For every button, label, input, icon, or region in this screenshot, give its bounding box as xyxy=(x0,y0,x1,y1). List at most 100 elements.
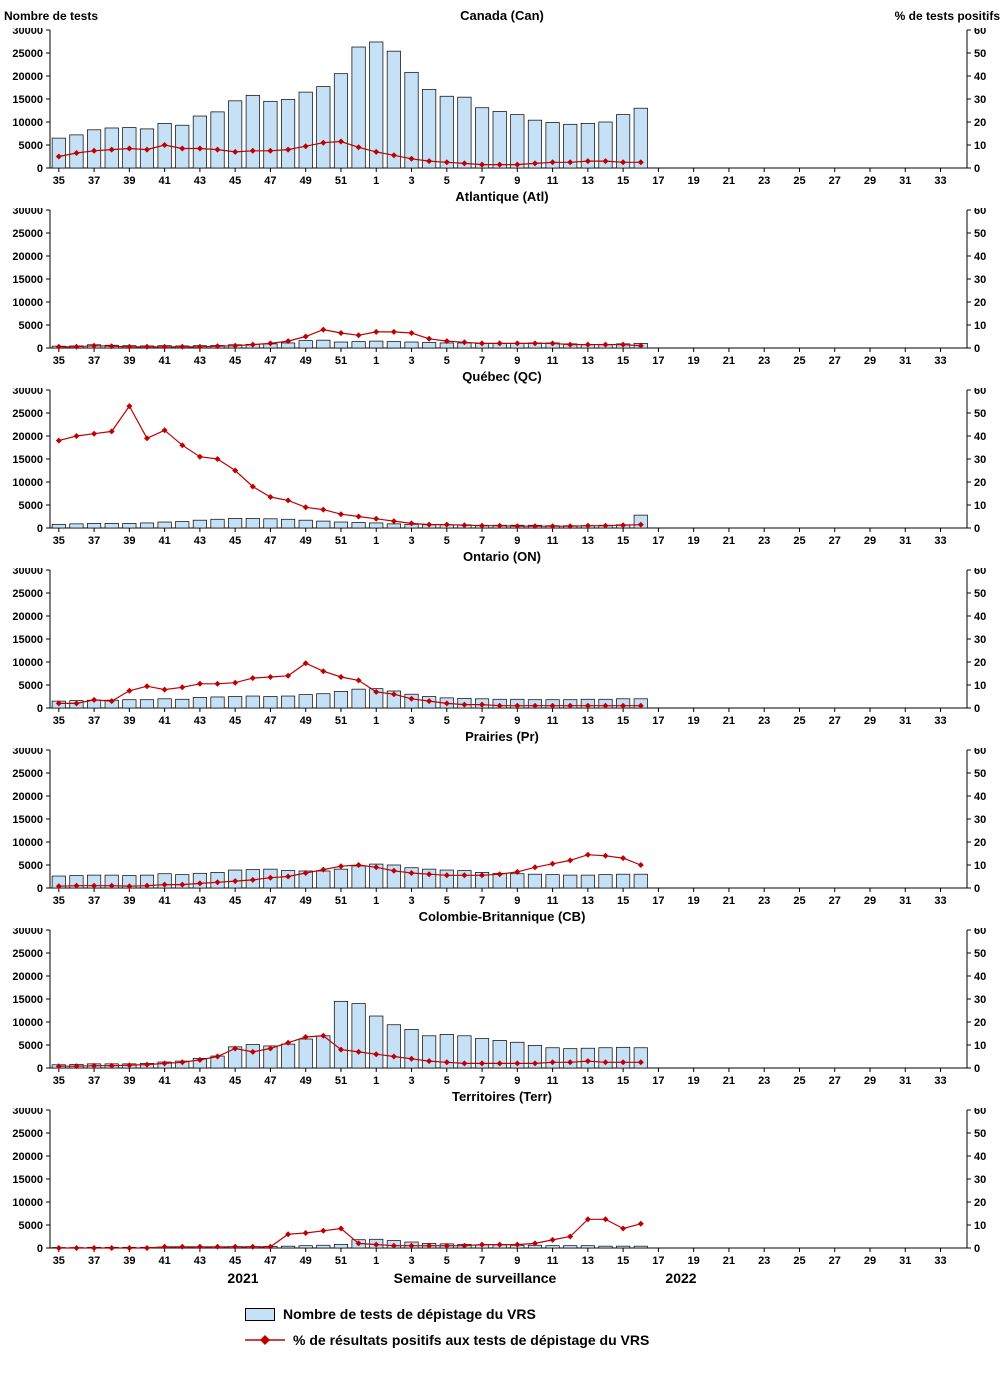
svg-text:25: 25 xyxy=(793,535,805,546)
svg-text:25000: 25000 xyxy=(12,948,43,960)
svg-text:25000: 25000 xyxy=(12,228,43,240)
svg-text:5: 5 xyxy=(444,715,450,726)
svg-text:11: 11 xyxy=(547,175,559,186)
svg-text:7: 7 xyxy=(479,715,485,726)
svg-text:0: 0 xyxy=(974,523,980,535)
svg-text:43: 43 xyxy=(194,1255,206,1266)
svg-text:60: 60 xyxy=(974,388,986,397)
svg-text:45: 45 xyxy=(229,1255,241,1266)
year-2022-label: 2022 xyxy=(665,1270,697,1286)
chart-territoires: 0 5000 10000 15000 20000 25000 30000 0 10 20 30 40 5… xyxy=(12,1108,986,1266)
svg-text:33: 33 xyxy=(934,715,946,726)
svg-text:29: 29 xyxy=(864,1255,876,1266)
svg-text:37: 37 xyxy=(88,715,100,726)
svg-text:50: 50 xyxy=(974,948,986,960)
svg-text:25: 25 xyxy=(793,895,805,906)
svg-text:13: 13 xyxy=(582,175,594,186)
svg-text:23: 23 xyxy=(758,1255,770,1266)
svg-text:5000: 5000 xyxy=(19,1040,43,1052)
svg-text:1: 1 xyxy=(373,715,379,726)
svg-text:33: 33 xyxy=(934,175,946,186)
svg-text:50: 50 xyxy=(974,768,986,780)
svg-text:9: 9 xyxy=(514,535,520,546)
svg-text:47: 47 xyxy=(264,1255,276,1266)
svg-text:1: 1 xyxy=(373,355,379,366)
svg-text:30: 30 xyxy=(974,94,986,106)
svg-text:10000: 10000 xyxy=(12,297,43,309)
svg-text:13: 13 xyxy=(582,355,594,366)
svg-text:15: 15 xyxy=(617,175,629,186)
svg-text:39: 39 xyxy=(123,1075,135,1086)
chart-ontario: 0 5000 10000 15000 20000 25000 30000 0 10 20 30 40 5… xyxy=(12,568,986,726)
svg-text:27: 27 xyxy=(829,895,841,906)
svg-text:25: 25 xyxy=(793,1075,805,1086)
svg-text:15000: 15000 xyxy=(12,94,43,106)
svg-text:47: 47 xyxy=(264,715,276,726)
svg-text:51: 51 xyxy=(335,355,347,366)
svg-text:23: 23 xyxy=(758,895,770,906)
svg-text:21: 21 xyxy=(723,355,735,366)
svg-text:49: 49 xyxy=(300,1255,312,1266)
svg-text:3: 3 xyxy=(408,1255,414,1266)
svg-text:41: 41 xyxy=(159,715,171,726)
svg-text:60: 60 xyxy=(974,1108,986,1117)
svg-text:10000: 10000 xyxy=(12,657,43,669)
legend-label-tests: Nombre de tests de dépistage du VRS xyxy=(283,1306,536,1322)
svg-text:37: 37 xyxy=(88,355,100,366)
svg-text:0: 0 xyxy=(974,703,980,715)
svg-text:20000: 20000 xyxy=(12,1151,43,1163)
svg-text:17: 17 xyxy=(652,1075,664,1086)
svg-text:23: 23 xyxy=(758,355,770,366)
svg-text:51: 51 xyxy=(335,895,347,906)
svg-text:29: 29 xyxy=(864,175,876,186)
panel-title-territoires: Territoires (Terr) xyxy=(452,1089,552,1104)
svg-text:0: 0 xyxy=(37,883,43,895)
svg-text:0: 0 xyxy=(37,523,43,535)
svg-text:19: 19 xyxy=(688,1075,700,1086)
svg-text:60: 60 xyxy=(974,928,986,937)
svg-text:7: 7 xyxy=(479,895,485,906)
svg-text:39: 39 xyxy=(123,175,135,186)
svg-text:11: 11 xyxy=(547,1255,559,1266)
svg-text:11: 11 xyxy=(547,355,559,366)
svg-text:47: 47 xyxy=(264,895,276,906)
svg-text:3: 3 xyxy=(408,895,414,906)
svg-text:23: 23 xyxy=(758,175,770,186)
svg-text:31: 31 xyxy=(899,175,911,186)
svg-text:40: 40 xyxy=(974,431,986,443)
svg-text:10: 10 xyxy=(974,1040,986,1052)
svg-text:45: 45 xyxy=(229,175,241,186)
svg-text:11: 11 xyxy=(547,535,559,546)
svg-text:0: 0 xyxy=(37,343,43,355)
svg-text:29: 29 xyxy=(864,355,876,366)
svg-text:5: 5 xyxy=(444,535,450,546)
svg-text:10000: 10000 xyxy=(12,117,43,129)
svg-text:20000: 20000 xyxy=(12,611,43,623)
svg-text:0: 0 xyxy=(37,703,43,715)
svg-text:13: 13 xyxy=(582,895,594,906)
panel-title-colombie-britannique: Colombie-Britannique (CB) xyxy=(418,909,586,924)
svg-text:11: 11 xyxy=(547,715,559,726)
svg-text:40: 40 xyxy=(974,791,986,803)
svg-text:0: 0 xyxy=(974,163,980,175)
svg-text:15: 15 xyxy=(617,535,629,546)
svg-text:10: 10 xyxy=(974,140,986,152)
svg-text:27: 27 xyxy=(829,175,841,186)
svg-text:27: 27 xyxy=(829,715,841,726)
svg-text:11: 11 xyxy=(547,1075,559,1086)
svg-text:49: 49 xyxy=(300,535,312,546)
legend-label-positivity: % de résultats positifs aux tests de dép… xyxy=(293,1332,650,1348)
svg-text:30000: 30000 xyxy=(12,208,43,217)
svg-text:50: 50 xyxy=(974,1128,986,1140)
svg-text:10: 10 xyxy=(974,680,986,692)
year-2021-label: 2021 xyxy=(227,1270,259,1286)
svg-text:5: 5 xyxy=(444,175,450,186)
svg-text:10: 10 xyxy=(974,320,986,332)
svg-text:19: 19 xyxy=(688,715,700,726)
svg-text:39: 39 xyxy=(123,1255,135,1266)
svg-text:41: 41 xyxy=(159,1075,171,1086)
svg-text:19: 19 xyxy=(688,1255,700,1266)
svg-text:41: 41 xyxy=(159,1255,171,1266)
panel-title-prairies: Prairies (Pr) xyxy=(465,729,539,744)
svg-text:43: 43 xyxy=(194,535,206,546)
